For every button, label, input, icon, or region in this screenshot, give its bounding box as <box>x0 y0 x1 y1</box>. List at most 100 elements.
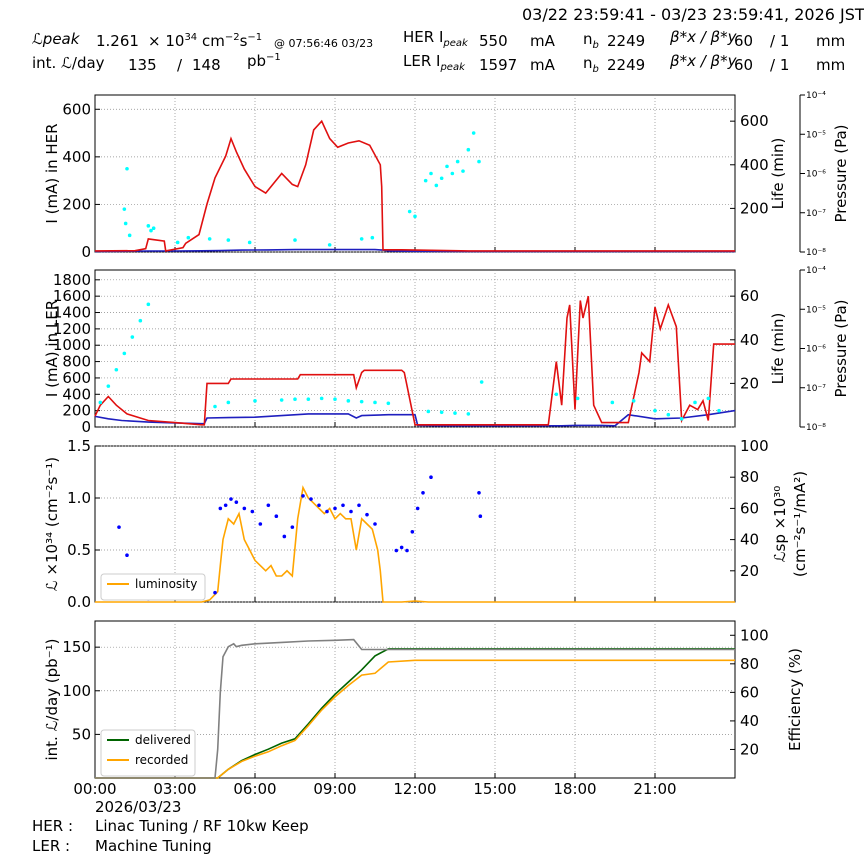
lsp-point <box>274 514 279 518</box>
y-tick-label: 1600 <box>53 287 91 305</box>
ler-nb-value: 2249 <box>607 56 646 74</box>
lsp-point <box>125 553 129 557</box>
y-tick-label: 600 <box>62 369 91 387</box>
y-tick-label: 0 <box>81 418 91 436</box>
pressure_scatter-point <box>346 399 351 403</box>
lsp-point <box>373 522 377 526</box>
ler-ipeak-value: 1597 <box>479 56 518 74</box>
y-tick-label: 0 <box>81 243 91 261</box>
lsp-point <box>213 590 217 595</box>
y2-tick-label: 400 <box>740 156 769 174</box>
pressure_scatter-point <box>466 147 471 152</box>
pressure-tick-label: 10⁻⁵ <box>806 130 826 140</box>
lsp-point <box>410 530 415 534</box>
pressure_scatter-point <box>186 235 191 240</box>
intl-delivered: 148 <box>192 56 221 74</box>
pressure_scatter-point <box>434 183 439 188</box>
y2-tick-label: 80 <box>740 468 759 486</box>
pressure_scatter-point <box>706 396 711 401</box>
pressure_scatter-point <box>429 171 433 176</box>
lsp-point <box>229 497 233 501</box>
legend-box <box>100 729 196 777</box>
pressure-axis-label: Pressure (Pa) <box>832 299 850 397</box>
her-nb-value: 2249 <box>607 32 646 50</box>
lifetime-line <box>94 119 735 252</box>
y-tick-label: 1400 <box>53 304 91 322</box>
y2-tick-label: 40 <box>740 712 759 730</box>
pressure-tick-label: 10⁻⁸ <box>806 423 826 433</box>
y-tick-label: 200 <box>62 195 91 213</box>
y2-tick-label: 40 <box>740 531 759 549</box>
lsp-point <box>333 506 337 511</box>
y2-tick-label: 40 <box>740 331 759 349</box>
efficiency-line <box>95 638 735 779</box>
pressure_scatter-point <box>666 412 671 417</box>
lsp-point <box>399 545 404 550</box>
her-beta-label: β*x / β*y <box>670 28 737 46</box>
pressure_scatter-point <box>479 380 484 384</box>
pressure-tick-label: 10⁻⁴ <box>806 266 826 276</box>
time-range: 03/22 23:59:41 - 03/23 23:59:41, 2026 JS… <box>522 5 864 24</box>
pressure_scatter-point <box>122 207 127 211</box>
lpeak-label: ℒpeak <box>32 30 80 48</box>
pressure_scatter-point <box>98 400 103 405</box>
y2-tick-label: 60 <box>740 287 759 305</box>
legend-box <box>100 573 206 601</box>
lsp-point <box>405 548 409 553</box>
her-betax: 60 <box>734 32 754 50</box>
her-ipeak-value: 550 <box>479 32 508 50</box>
y-tick-label: 400 <box>62 148 91 166</box>
pressure_scatter-point <box>114 367 119 372</box>
x-tick-label: 06:00 <box>233 780 276 798</box>
pressure_scatter-point <box>149 228 153 233</box>
legend-label: luminosity <box>135 577 197 591</box>
y-axis-label: int. ℒ/day (pb⁻¹) <box>43 639 61 761</box>
lsp-point <box>266 503 271 508</box>
x-tick-label: 12:00 <box>393 780 436 798</box>
ler-beta-label: β*x / β*y <box>670 52 737 70</box>
lsp-point <box>421 491 425 495</box>
lsp-point <box>234 500 239 504</box>
lsp-point <box>365 512 369 517</box>
y2-tick-label: 20 <box>740 374 759 392</box>
pressure_scatter-point <box>461 169 465 173</box>
lsp-point <box>325 509 329 514</box>
y-axis-label: I (mA) in HER <box>43 123 61 223</box>
pressure_scatter-point <box>213 404 217 409</box>
y2-axis-label: Life (min) <box>769 313 787 385</box>
lsp-point <box>429 475 433 480</box>
current-line <box>94 409 736 427</box>
lpeak-value: 1.261 <box>96 32 139 50</box>
footer-her-status: Linac Tuning / RF 10kw Keep <box>95 817 309 835</box>
y-axis-label: ℒ ×10³⁴ (cm⁻²s⁻¹) <box>43 457 61 591</box>
y2-tick-label: 60 <box>740 499 759 517</box>
her-ipeak-unit: mA <box>530 32 555 50</box>
pressure-tick-label: 10⁻⁸ <box>806 248 826 258</box>
y-tick-label: 1800 <box>53 271 91 289</box>
y2-tick-label: 20 <box>740 562 759 580</box>
pressure_scatter-point <box>327 243 332 247</box>
x-axis-label: 2026/03/23 <box>95 798 181 816</box>
her-ipeak-label: HER Ipeak <box>403 28 468 49</box>
pressure_scatter-point <box>293 238 297 242</box>
lsp-point <box>223 503 228 508</box>
pressure_scatter-point <box>373 400 377 405</box>
y2-tick-label: 100 <box>740 437 769 455</box>
pressure_scatter-point <box>146 224 151 228</box>
lsp-point <box>341 503 345 508</box>
pressure_scatter-point <box>122 351 127 356</box>
intl-recorded: 135 <box>128 56 157 74</box>
x-tick-label: 03:00 <box>153 780 196 798</box>
footer-her-label: HER : <box>32 817 74 835</box>
luminosity-line <box>95 485 735 603</box>
y2-axis-label: Life (min) <box>769 138 787 210</box>
y-tick-label: 0.5 <box>67 541 91 559</box>
recorded-line <box>95 659 735 779</box>
x-tick-label: 18:00 <box>553 780 596 798</box>
pressure-tick-label: 10⁻⁶ <box>806 170 826 180</box>
her-betay: / 1 <box>770 32 790 50</box>
y-axis-label: I (mA) in LER <box>43 300 61 397</box>
pressure_scatter-point <box>426 409 431 414</box>
pressure_scatter-point <box>575 396 580 401</box>
